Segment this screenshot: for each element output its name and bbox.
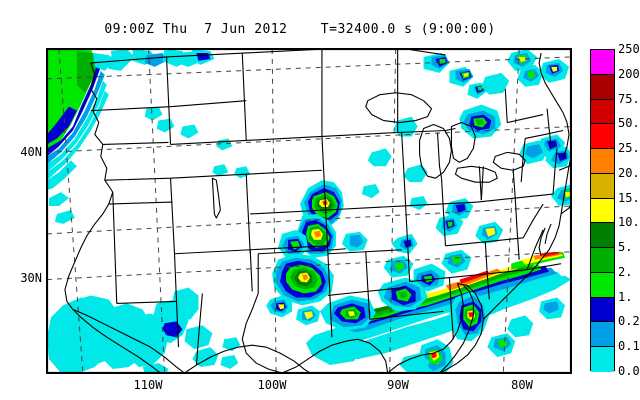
- colorbar-tick-250: 250.: [618, 42, 640, 56]
- lat-lon-gridlines: [47, 49, 571, 373]
- colorbar-band-50: [591, 124, 614, 150]
- x-axis-label-80w: 80W: [511, 378, 533, 392]
- x-axis-label-110w: 110W: [133, 378, 163, 392]
- colorbar-band-025: [591, 322, 614, 348]
- colorbar-band-1: [591, 297, 614, 323]
- precip-dakotas: [423, 52, 488, 99]
- map-canvas: [47, 49, 571, 373]
- colorbar: [590, 49, 615, 372]
- y-axis-label-40n: 40N: [20, 145, 42, 159]
- colorbar-tick-010: 0.10: [618, 339, 640, 354]
- x-axis-label-100w: 100W: [257, 378, 287, 392]
- colorbar-tick-50: 50.: [618, 116, 640, 131]
- colorbar-band-15: [591, 198, 614, 224]
- colorbar-tick-200: 200.: [618, 66, 640, 81]
- map-boundaries: [64, 49, 571, 373]
- colorbar-tick-10: 10.: [618, 215, 640, 230]
- colorbar-tick-25: 25.: [618, 141, 640, 156]
- colorbar-band-250: [591, 50, 614, 75]
- map-plot-area: [46, 48, 572, 374]
- precip-deep-south: [306, 249, 472, 366]
- colorbar-tick-025: 0.25: [618, 314, 640, 329]
- colorbar-tick-2: 2.: [618, 264, 633, 279]
- y-axis-label-30n: 30N: [20, 271, 42, 285]
- colorbar-band-25: [591, 149, 614, 174]
- colorbar-band-20: [591, 173, 614, 199]
- colorbar-tick-75: 75.: [618, 91, 640, 106]
- colorbar-tick-001: 0.01: [618, 364, 640, 378]
- colorbar-band-5: [591, 248, 614, 273]
- figure-title: 09:00Z Thu 7 Jun 2012 T=32400.0 s (9:00:…: [104, 22, 496, 37]
- colorbar-tick-1: 1.: [618, 289, 633, 304]
- colorbar-band-010: [591, 347, 614, 372]
- x-axis-label-90w: 90W: [387, 378, 409, 392]
- colorbar-band-75: [591, 99, 614, 125]
- colorbar-band-10: [591, 223, 614, 249]
- colorbar-band-2: [591, 272, 614, 298]
- colorbar-tick-5: 5.: [618, 240, 633, 255]
- colorbar-tick-15: 15.: [618, 190, 640, 205]
- colorbar-tick-20: 20.: [618, 165, 640, 180]
- colorbar-band-200: [591, 74, 614, 100]
